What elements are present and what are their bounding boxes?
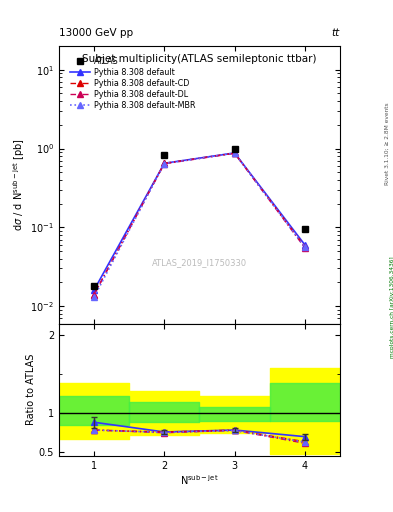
Line: Pythia 8.308 default-DL: Pythia 8.308 default-DL: [91, 151, 308, 297]
Pythia 8.308 default-DL: [303, 245, 307, 251]
Text: Rivet 3.1.10; ≥ 2.8M events: Rivet 3.1.10; ≥ 2.8M events: [385, 102, 389, 185]
Pythia 8.308 default-MBR: [232, 150, 237, 156]
Pythia 8.308 default: [92, 287, 96, 293]
Y-axis label: Ratio to ATLAS: Ratio to ATLAS: [26, 354, 36, 425]
Pythia 8.308 default-CD: [162, 160, 167, 166]
Pythia 8.308 default-MBR: [303, 244, 307, 250]
Pythia 8.308 default: [232, 150, 237, 156]
Pythia 8.308 default-DL: [162, 161, 167, 167]
Pythia 8.308 default: [162, 160, 167, 166]
ATLAS: [92, 283, 96, 289]
Pythia 8.308 default-CD: [92, 291, 96, 297]
Pythia 8.308 default-CD: [303, 244, 307, 250]
ATLAS: [162, 152, 167, 158]
X-axis label: N$^{\rm sub-jet}$: N$^{\rm sub-jet}$: [180, 473, 219, 487]
Line: Pythia 8.308 default-MBR: Pythia 8.308 default-MBR: [91, 151, 308, 300]
Y-axis label: d$\sigma$ / d N$^{\rm sub-jet}$ [pb]: d$\sigma$ / d N$^{\rm sub-jet}$ [pb]: [12, 139, 28, 231]
ATLAS: [303, 226, 307, 232]
Text: tt: tt: [332, 28, 340, 38]
Pythia 8.308 default: [303, 242, 307, 248]
Pythia 8.308 default-DL: [232, 150, 237, 156]
Text: ATLAS_2019_I1750330: ATLAS_2019_I1750330: [152, 258, 247, 267]
Text: 13000 GeV pp: 13000 GeV pp: [59, 28, 133, 38]
Text: mcplots.cern.ch [arXiv:1306.3436]: mcplots.cern.ch [arXiv:1306.3436]: [390, 257, 393, 358]
Pythia 8.308 default-DL: [92, 291, 96, 297]
Pythia 8.308 default-MBR: [92, 294, 96, 300]
Text: Subjet multiplicity(ATLAS semileptonic ttbar): Subjet multiplicity(ATLAS semileptonic t…: [82, 54, 317, 65]
ATLAS: [232, 145, 237, 152]
Pythia 8.308 default-MBR: [162, 160, 167, 166]
Pythia 8.308 default-CD: [232, 150, 237, 156]
Line: ATLAS: ATLAS: [91, 145, 308, 289]
Line: Pythia 8.308 default-CD: Pythia 8.308 default-CD: [91, 151, 308, 297]
Line: Pythia 8.308 default: Pythia 8.308 default: [91, 150, 308, 293]
Legend: ATLAS, Pythia 8.308 default, Pythia 8.308 default-CD, Pythia 8.308 default-DL, P: ATLAS, Pythia 8.308 default, Pythia 8.30…: [69, 56, 198, 112]
